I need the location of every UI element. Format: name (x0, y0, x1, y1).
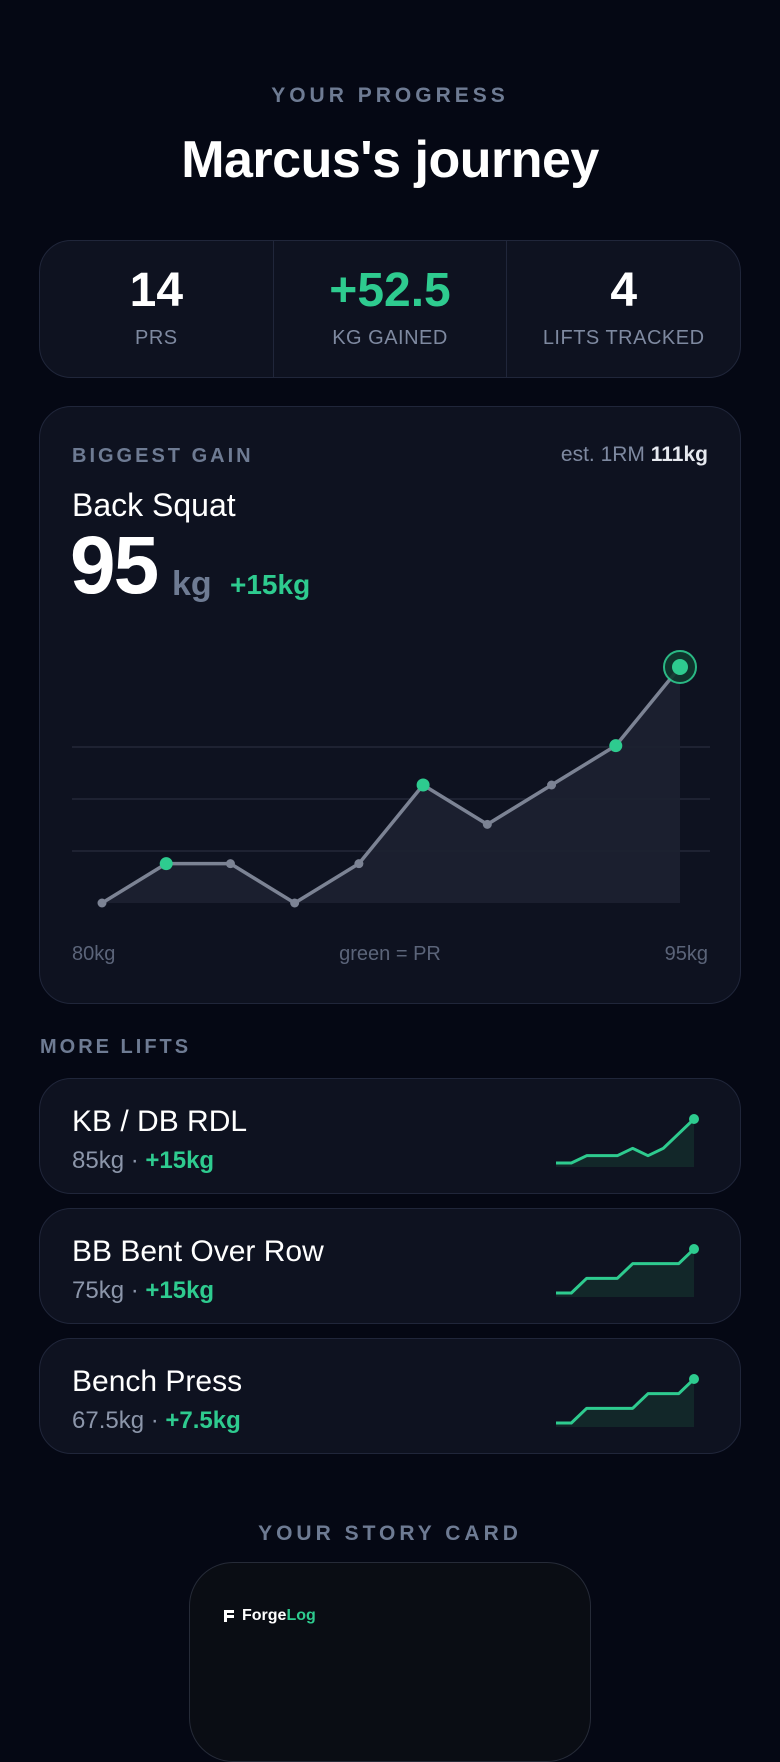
lift-name: Bench Press (72, 1365, 243, 1398)
brand-name-accent: Log (286, 1607, 316, 1624)
forgelog-logo-icon (224, 1610, 234, 1622)
card-label: BIGGEST GAIN (72, 445, 254, 467)
lift-name: BB Bent Over Row (72, 1235, 324, 1268)
brand-name-part: Forge (242, 1607, 287, 1624)
lift-weight: 75kg (72, 1277, 125, 1304)
stat-value: +52.5 (329, 264, 451, 317)
stat-label: KG GAINED (332, 327, 448, 349)
lift-delta: +15kg (145, 1277, 215, 1304)
sparkline-line (556, 1247, 696, 1295)
section-eyebrow: YOUR PROGRESS (271, 84, 509, 107)
lift-summary: 67.5kg · +7.5kg (72, 1407, 241, 1435)
separator: · (144, 1407, 166, 1434)
lift-name: Back Squat (72, 487, 236, 523)
pr-point (159, 857, 173, 871)
lift-delta: +7.5kg (165, 1407, 241, 1434)
sparkline-fill (556, 1379, 694, 1427)
area-fill (102, 667, 680, 903)
data-point (354, 859, 364, 869)
story-card-heading: YOUR STORY CARD (258, 1522, 522, 1545)
sparkline-chart (556, 1114, 699, 1167)
sparkline-end-point (689, 1244, 699, 1254)
lift-name: KB / DB RDL (72, 1105, 248, 1138)
brand-logo: ForgeLog (224, 1607, 316, 1625)
chart-legend: green = PR (339, 943, 441, 965)
stats-card: 14 PRS +52.5 KG GAINED 4 LIFTS TRACKED (39, 240, 741, 378)
pr-point (416, 778, 430, 792)
data-point (482, 819, 492, 829)
est-value: 111kg (650, 443, 708, 466)
sparkline-end-point (689, 1374, 699, 1384)
more-lifts-heading: MORE LIFTS (40, 1036, 192, 1058)
sparkline-chart (556, 1374, 699, 1427)
sparkline-fill (556, 1119, 694, 1167)
lift-summary: 75kg · +15kg (72, 1277, 214, 1305)
story-card-preview[interactable]: ForgeLog (189, 1562, 591, 1762)
series-line (101, 665, 682, 905)
lift-card-row[interactable]: BB Bent Over Row 75kg · +15kg (39, 1208, 741, 1324)
pr-point (609, 739, 623, 753)
stat-lifts-tracked: 4 LIFTS TRACKED (506, 241, 740, 377)
brand-name: ForgeLog (242, 1607, 316, 1625)
sparkline-end-point (689, 1114, 699, 1124)
stat-value: 4 (610, 264, 638, 317)
page-title: Marcus's journey (181, 131, 599, 189)
stat-kg-gained: +52.5 KG GAINED (272, 241, 507, 377)
lift-card-rdl[interactable]: KB / DB RDL 85kg · +15kg (39, 1078, 741, 1194)
lift-delta: +15kg (145, 1147, 215, 1174)
est-1rm: est. 1RM 111kg (561, 443, 708, 467)
separator: · (124, 1147, 146, 1174)
progress-line-chart (72, 650, 710, 908)
separator: · (124, 1277, 146, 1304)
weight-unit: kg (172, 565, 212, 603)
data-point (290, 898, 300, 908)
lift-summary: 85kg · +15kg (72, 1147, 214, 1175)
data-point (547, 780, 557, 790)
data-point (97, 898, 107, 908)
pr-point (672, 659, 688, 675)
weight-delta: +15kg (230, 569, 311, 600)
axis-label-end: 95kg (664, 943, 708, 965)
stat-label: PRS (135, 327, 178, 349)
stat-label: LIFTS TRACKED (542, 327, 705, 349)
current-weight: 95 (70, 520, 159, 611)
lift-weight: 67.5kg (72, 1407, 145, 1434)
sparkline-line (556, 1117, 696, 1165)
stat-prs: 14 PRS (40, 241, 273, 377)
est-prefix: est. 1RM (560, 443, 645, 466)
data-point (225, 859, 235, 869)
lift-weight: 85kg (72, 1147, 125, 1174)
biggest-gain-card[interactable]: BIGGEST GAIN est. 1RM 111kg Back Squat 9… (39, 406, 741, 1004)
stat-value: 14 (129, 264, 184, 317)
lift-card-bench[interactable]: Bench Press 67.5kg · +7.5kg (39, 1338, 741, 1454)
sparkline-line (556, 1377, 696, 1425)
axis-label-start: 80kg (72, 943, 116, 965)
sparkline-chart (556, 1244, 699, 1297)
